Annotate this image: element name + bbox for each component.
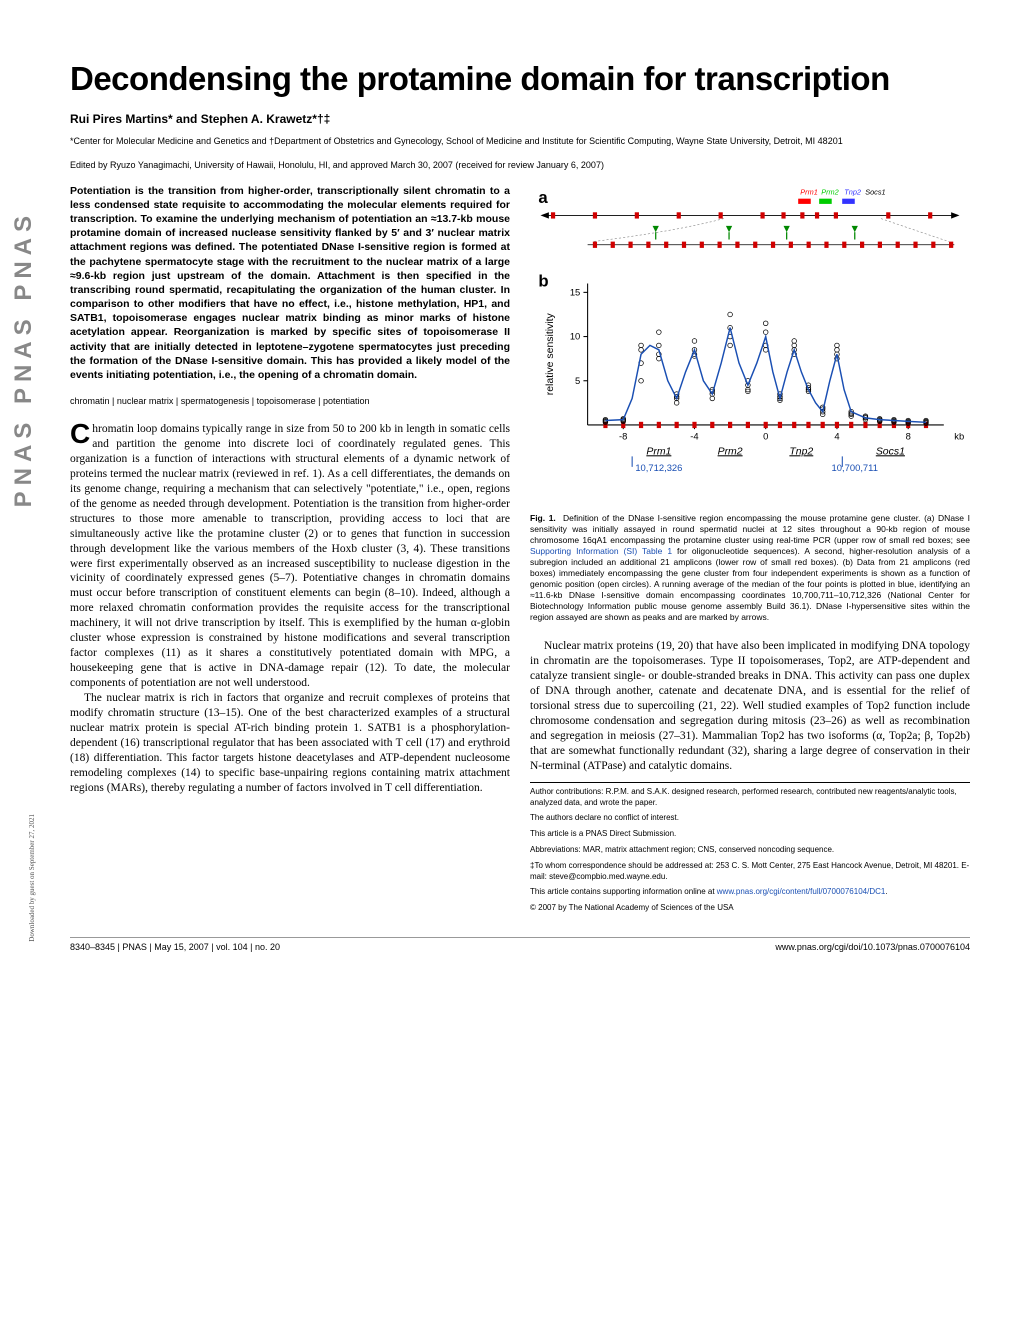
svg-text:Socs1: Socs1 [865, 187, 885, 196]
svg-text:relative sensitivity: relative sensitivity [545, 312, 556, 395]
figure-1: a Prm1Prm2Tnp2Socs1 b 51015-8-4048kbrela… [530, 184, 970, 503]
si-link[interactable]: www.pnas.org/cgi/content/full/0700076104… [717, 887, 886, 896]
journal-sidebar-logo: PNAS PNAS PNAS [10, 200, 38, 517]
body-paragraph-1: Chromatin loop domains typically range i… [70, 422, 510, 691]
body-paragraph-2: The nuclear matrix is rich in factors th… [70, 691, 510, 796]
correspondence: ‡To whom correspondence should be addres… [530, 861, 970, 883]
svg-text:-4: -4 [690, 430, 698, 441]
svg-text:10: 10 [570, 330, 580, 341]
keywords: chromatin | nuclear matrix | spermatogen… [70, 396, 510, 406]
svg-text:0: 0 [763, 430, 768, 441]
footer-right: www.pnas.org/cgi/doi/10.1073/pnas.070007… [775, 942, 970, 952]
edited-by: Edited by Ryuzo Yanagimachi, University … [70, 160, 970, 170]
footnotes: Author contributions: R.P.M. and S.A.K. … [530, 782, 970, 914]
article-title: Decondensing the protamine domain for tr… [70, 60, 970, 98]
panel-a-label: a [538, 188, 548, 207]
svg-text:5: 5 [575, 375, 580, 386]
author-contributions: Author contributions: R.P.M. and S.A.K. … [530, 787, 970, 809]
svg-text:-8: -8 [619, 430, 627, 441]
footer-left: 8340–8345 | PNAS | May 15, 2007 | vol. 1… [70, 942, 280, 952]
svg-text:Prm2: Prm2 [718, 446, 743, 457]
svg-text:kb: kb [954, 430, 964, 441]
abstract: Potentiation is the transition from high… [70, 184, 510, 382]
figure-1-svg: a Prm1Prm2Tnp2Socs1 b 51015-8-4048kbrela… [530, 184, 970, 498]
svg-text:Tnp2: Tnp2 [844, 187, 861, 196]
copyright: © 2007 by The National Academy of Scienc… [530, 903, 970, 914]
download-note: Downloaded by guest on September 27, 202… [28, 814, 36, 942]
svg-text:Tnp2: Tnp2 [789, 446, 813, 457]
svg-text:Prm2: Prm2 [821, 187, 839, 196]
svg-text:Socs1: Socs1 [876, 446, 905, 457]
conflict-of-interest: The authors declare no conflict of inter… [530, 813, 970, 824]
page-footer: 8340–8345 | PNAS | May 15, 2007 | vol. 1… [70, 937, 970, 952]
svg-text:10,700,711: 10,700,711 [832, 462, 878, 473]
svg-text:4: 4 [834, 430, 839, 441]
direct-submission: This article is a PNAS Direct Submission… [530, 829, 970, 840]
svg-text:8: 8 [906, 430, 911, 441]
supporting-info: This article contains supporting informa… [530, 887, 970, 898]
svg-text:15: 15 [570, 286, 580, 297]
abbreviations: Abbreviations: MAR, matrix attachment re… [530, 845, 970, 856]
svg-text:10,712,326: 10,712,326 [635, 462, 682, 473]
figure-1-caption: Fig. 1. Definition of the DNase I-sensit… [530, 513, 970, 623]
panel-b-label: b [538, 271, 548, 290]
affiliation: *Center for Molecular Medicine and Genet… [70, 136, 970, 148]
body-paragraph-3: Nuclear matrix proteins (19, 20) that ha… [530, 639, 970, 773]
svg-text:Prm1: Prm1 [646, 446, 671, 457]
svg-text:Prm1: Prm1 [800, 187, 818, 196]
si-table-link[interactable]: Supporting Information (SI) Table 1 [530, 546, 672, 556]
authors: Rui Pires Martins* and Stephen A. Krawet… [70, 112, 970, 126]
